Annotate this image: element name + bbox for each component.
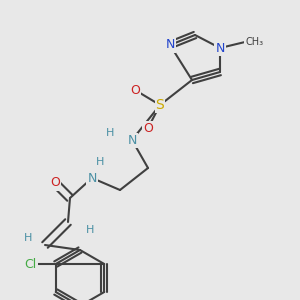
Text: O: O bbox=[130, 83, 140, 97]
Text: H: H bbox=[96, 157, 104, 167]
Text: Cl: Cl bbox=[25, 257, 37, 271]
Text: CH₃: CH₃ bbox=[245, 37, 263, 47]
Text: S: S bbox=[156, 98, 164, 112]
Text: N: N bbox=[87, 172, 97, 184]
Text: N: N bbox=[127, 134, 137, 146]
Text: O: O bbox=[50, 176, 60, 190]
Text: H: H bbox=[106, 128, 114, 138]
Text: H: H bbox=[86, 225, 94, 235]
Text: H: H bbox=[24, 233, 32, 243]
Text: O: O bbox=[143, 122, 153, 134]
Text: N: N bbox=[165, 38, 175, 52]
Text: N: N bbox=[215, 41, 225, 55]
